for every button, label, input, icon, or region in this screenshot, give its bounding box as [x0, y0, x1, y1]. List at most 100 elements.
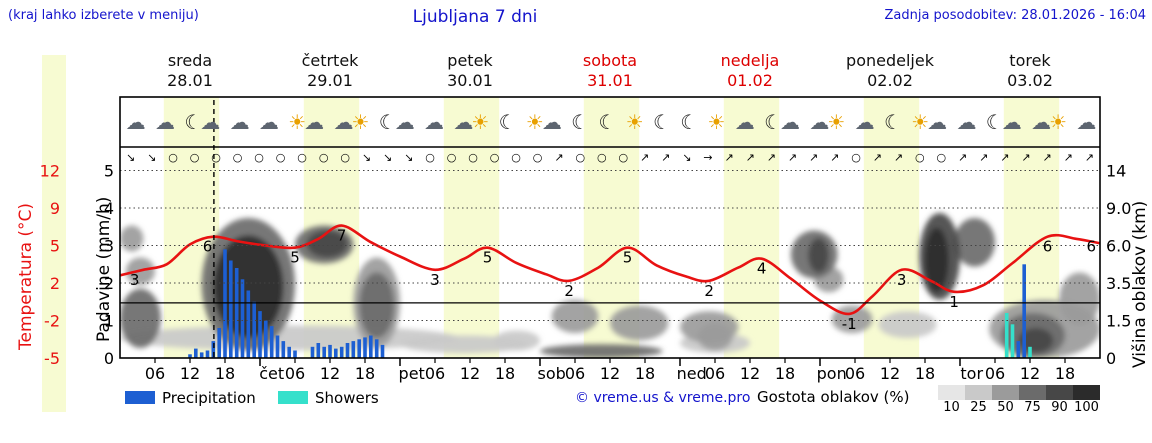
precip-bar [211, 341, 216, 358]
precip-bar [351, 341, 356, 358]
precip-bar [223, 249, 227, 358]
precip-bar [188, 354, 192, 358]
wind-barb-icon: ↗ [766, 150, 776, 164]
temperature-value-label: 1 [949, 293, 959, 311]
shower-bar [1004, 313, 1009, 358]
cloud-density-tick: 10 [943, 400, 960, 415]
precip-bar [252, 301, 256, 358]
wind-barb-icon: ○ [275, 150, 286, 164]
weather-icon: ☁ [1076, 110, 1096, 134]
precip-bar [205, 350, 210, 358]
precip-tick-label: 5 [104, 162, 114, 181]
wind-barb-icon: ↗ [893, 150, 904, 164]
hour-label: 18 [635, 364, 655, 383]
day-name: sreda [167, 51, 213, 70]
wind-barb-icon: ↘ [147, 150, 157, 164]
cloud-blob [120, 225, 144, 252]
cloud-density-tick: 50 [997, 400, 1014, 415]
credit-link[interactable]: © vreme.us & vreme.pro [575, 390, 751, 406]
weather-icon: ☾ [883, 110, 902, 134]
wind-barb-icon: ↗ [554, 150, 564, 164]
wind-barb-icon: ↗ [872, 150, 882, 164]
temperature-value-label: -1 [842, 315, 857, 333]
cloud-blob [540, 344, 663, 358]
day-header: sreda 28.01 [120, 51, 260, 91]
wind-barb-icon: ○ [596, 150, 607, 164]
cloud-blob [493, 330, 540, 351]
precip-axis-label: Padavine (mm/h) [94, 196, 114, 342]
cloud-tick-label: 3.5 [1106, 274, 1131, 293]
temperature-value-label: 5 [623, 249, 633, 267]
temperature-value-label: 6 [1087, 238, 1097, 256]
plot-layers [120, 97, 1100, 358]
precip-bar [369, 335, 373, 358]
hour-label: 18 [915, 364, 935, 383]
left-accent-strip [42, 55, 66, 412]
precip-bar [269, 326, 274, 358]
weather-icon: ☾☁ [764, 110, 800, 134]
cloud-tick-label: 9.0 [1106, 199, 1131, 218]
cloud-density-tick: 25 [970, 400, 987, 415]
temperature-value-label: 5 [290, 249, 300, 267]
cloud-blob [1018, 328, 1054, 353]
precip-bar [199, 352, 204, 358]
cloud-density-swatch [1046, 385, 1073, 400]
cloud-blob [878, 311, 937, 338]
precip-tick-label: 3 [104, 237, 114, 256]
temperature-value-label: 4 [757, 260, 767, 278]
precip-bar [345, 343, 350, 358]
day-abbrev-label: ned [677, 364, 707, 383]
precip-bar [322, 346, 326, 358]
day-abbrev-label: tor [960, 364, 983, 383]
precip-bar [339, 346, 344, 358]
weather-icon: ☾ [652, 110, 671, 134]
cloud-tick-label: 6.0 [1106, 237, 1131, 256]
precip-bar [287, 346, 291, 358]
cloud-density-tick: 75 [1024, 400, 1041, 415]
day-date: 28.01 [167, 71, 213, 90]
temp-tick-label: -5 [44, 349, 60, 368]
wind-barb-icon: ↗ [661, 150, 671, 164]
precip-bar [374, 339, 379, 358]
weather-icon: ☀☁ [525, 110, 562, 134]
temp-axis-label: Temperatura (°C) [16, 202, 36, 350]
cloud-blob [551, 299, 599, 333]
wind-barb-icon: ○ [446, 150, 457, 164]
precip-tick-label: 0 [104, 349, 114, 368]
wind-barb-icon: ↗ [639, 150, 650, 164]
hour-label: 12 [600, 364, 620, 383]
last-update-text: Zadnja posodobitev: 28.01.2026 - 16:04 [884, 8, 1146, 23]
cloud-density-scale: 10 25 50 75 90 100 [938, 385, 1100, 416]
wind-barb-icon: ○ [425, 150, 435, 164]
precip-bar [328, 344, 332, 358]
showers-swatch [278, 391, 308, 404]
precip-bar [258, 311, 262, 358]
wind-barb-icon: ○ [297, 150, 307, 164]
day-name: četrtek [301, 51, 359, 70]
cloud-density-swatch [1073, 385, 1100, 400]
precip-bar [234, 268, 239, 358]
wind-barb-icon: ○ [211, 150, 221, 164]
temperature-value-label: 6 [203, 238, 213, 256]
wind-barb-icon: ↗ [1021, 150, 1031, 164]
menu-hint: (kraj lahko izberete v meniju) [8, 8, 199, 23]
wind-barb-icon: ○ [468, 150, 478, 164]
temperature-value-label: 3 [897, 271, 907, 289]
weather-icon: ☾☁ [985, 110, 1022, 134]
cloud-blob [120, 288, 161, 348]
cloud-blob [954, 218, 995, 267]
precip-bar [316, 343, 321, 358]
day-abbrev-label: sob [538, 364, 566, 383]
weather-icon: ☁ [125, 110, 146, 134]
day-header: ponedeljek 02.02 [820, 51, 960, 91]
cloud-tick-label: 0 [1106, 349, 1116, 368]
day-band [443, 97, 500, 358]
hour-label: 06 [285, 364, 305, 383]
weather-icon: ☾ [680, 110, 698, 134]
wind-barb-icon: ↗ [1063, 150, 1073, 164]
hour-label: 06 [425, 364, 445, 383]
day-header: torek 03.02 [960, 51, 1100, 91]
day-date: 30.01 [447, 71, 493, 90]
